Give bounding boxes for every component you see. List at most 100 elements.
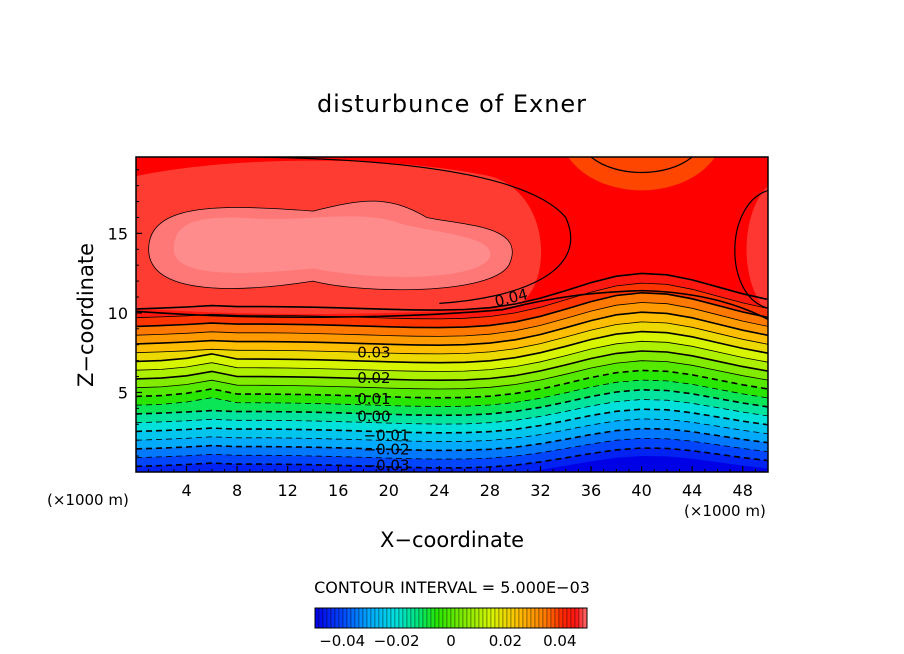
- contour-line: [136, 311, 768, 347]
- colorbar-cell: [510, 607, 516, 629]
- contour-line: [136, 399, 768, 425]
- x-tick-label: 40: [631, 481, 651, 500]
- colorbar-cell: [426, 607, 432, 629]
- colorbar-cell: [442, 607, 448, 629]
- colorbar-cell: [414, 607, 420, 629]
- x-axis: 4 8 12 16 20 24 28 32 36 40 44 48: [148, 466, 756, 500]
- contour-line: [136, 321, 768, 355]
- contour-label: −0.01: [364, 426, 410, 444]
- contour-line: [136, 340, 768, 372]
- x-tick-label: 16: [328, 481, 348, 500]
- colorbar-cell: [498, 607, 504, 629]
- x-tick-label: 28: [480, 481, 500, 500]
- colorbar-cell: [418, 607, 424, 629]
- colorbar-cell: [522, 607, 528, 629]
- contour-line: [136, 408, 768, 434]
- colorbar-cell: [406, 607, 412, 629]
- colorbar-cell: [318, 607, 324, 629]
- colorbar-cell: [530, 607, 536, 629]
- colorbar-cell: [526, 607, 532, 629]
- contour-line: [136, 291, 768, 329]
- colorbar-cell: [558, 607, 564, 629]
- contour-line: [136, 427, 768, 452]
- colorbar-cell: [494, 607, 500, 629]
- contour-line: [136, 350, 768, 382]
- contour-line: [136, 447, 768, 469]
- colorbar-cell: [470, 607, 476, 629]
- colorbar-cell: [430, 607, 436, 629]
- contour-label: 0.03: [357, 344, 390, 362]
- colorbar-cell: [486, 607, 492, 629]
- y-axis-label: Z−coordinate: [74, 243, 98, 387]
- colorbar-cell: [326, 607, 332, 629]
- colorbar-cell: [466, 607, 472, 629]
- colorbar-cell: [354, 607, 360, 629]
- colorbar-cell: [314, 607, 320, 629]
- colorbar-cell: [334, 607, 340, 629]
- colorbar-cell: [506, 607, 512, 629]
- colorbar-cell: [350, 607, 356, 629]
- colorbar-cell: [458, 607, 464, 629]
- colorbar-cell: [566, 607, 572, 629]
- colorbar-cell: [434, 607, 440, 629]
- colorbar-cell: [562, 607, 568, 629]
- colorbar-cell: [582, 607, 588, 629]
- x-tick-label: 32: [530, 481, 550, 500]
- colorbar-cell: [370, 607, 376, 629]
- colorbar-tick-labels: −0.04 −0.02 0 0.02 0.04: [319, 632, 576, 650]
- colorbar-cell: [578, 607, 584, 629]
- colorbar-cell: [322, 607, 328, 629]
- colorbar-cell: [518, 607, 524, 629]
- colorbar-cell: [450, 607, 456, 629]
- y-tick-label: 10: [108, 304, 128, 323]
- colorbar-tick-label: 0: [446, 632, 456, 650]
- colorbar-cell: [502, 607, 508, 629]
- x-tick-label: 24: [429, 481, 449, 500]
- colorbar-cell: [574, 607, 580, 629]
- colorbar-cell: [330, 607, 336, 629]
- x-unit-label: (×1000 m): [47, 491, 129, 509]
- contour-line: [734, 189, 768, 309]
- contour-line: [136, 302, 768, 337]
- contour-line: [136, 369, 768, 399]
- colorbar-cell: [366, 607, 372, 629]
- colorbar-cell: [474, 607, 480, 629]
- x-tick-label: 36: [581, 481, 601, 500]
- contour-line: [136, 388, 768, 417]
- contour-line: [136, 282, 768, 320]
- color-band: [136, 456, 768, 472]
- color-band: [746, 186, 768, 313]
- contour-line: [136, 330, 768, 364]
- y-tick-label: 15: [108, 224, 128, 243]
- colorbar-cell: [570, 607, 576, 629]
- colorbar-cell: [462, 607, 468, 629]
- colorbar-cell: [446, 607, 452, 629]
- colorbar-cell: [490, 607, 496, 629]
- contour-label: 0.00: [357, 407, 390, 425]
- colorbar-cell: [550, 607, 556, 629]
- colorbar-tick-label: 0.02: [489, 632, 522, 650]
- contour-line: [148, 200, 513, 291]
- contour-line: [136, 289, 768, 320]
- colorbar-cell: [394, 607, 400, 629]
- colorbar-cell: [358, 607, 364, 629]
- colorbar: [314, 607, 588, 629]
- colorbar-cell: [346, 607, 352, 629]
- colorbar-cell: [390, 607, 396, 629]
- x-tick-label: 4: [181, 481, 191, 500]
- colorbar-tick-label: −0.02: [374, 632, 420, 650]
- contour-line: [590, 157, 693, 173]
- colorbar-cell: [534, 607, 540, 629]
- contour-label: −0.02: [364, 441, 410, 459]
- colorbar-cell: [438, 607, 444, 629]
- contour-label: −0.03: [364, 457, 410, 475]
- contour-label: 0.01: [357, 390, 390, 408]
- colorbar-cell: [538, 607, 544, 629]
- colorbar-cell: [454, 607, 460, 629]
- plot-area: 0.040.030.020.010.00−0.01−0.02−0.03: [136, 157, 768, 475]
- x-tick-label: 20: [379, 481, 399, 500]
- colorbar-cell: [374, 607, 380, 629]
- colorbar-frame: [314, 607, 588, 629]
- x-tick-label: 12: [278, 481, 298, 500]
- contour-label: 0.02: [357, 369, 390, 387]
